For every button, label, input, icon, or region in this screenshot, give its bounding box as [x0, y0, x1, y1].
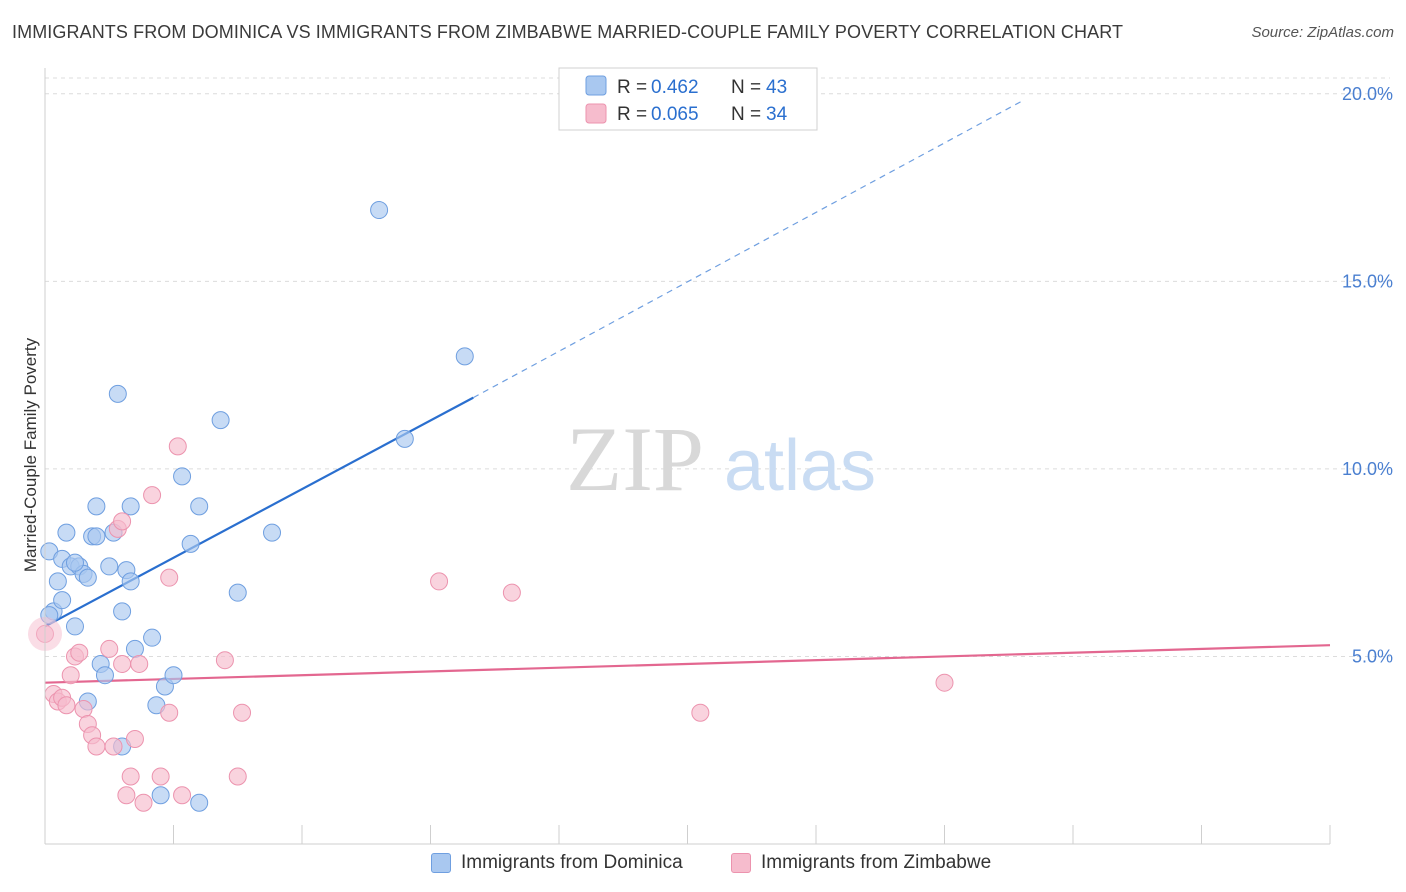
watermark: ZIP atlas: [566, 408, 876, 510]
correlation-legend: R = 0.462 N = 43 R = 0.065 N = 34: [558, 67, 818, 131]
point-dominica-37: [263, 523, 282, 542]
bottom-legend-label-zimbabwe: Immigrants from Zimbabwe: [761, 852, 992, 873]
watermark-atlas: atlas: [724, 426, 876, 506]
point-dominica-33: [190, 497, 209, 516]
y-tick-label-2: 15.0%: [1342, 271, 1393, 291]
point-zimbabwe-30: [233, 703, 252, 722]
axis-layer: 5.0%10.0%15.0%20.0%0.0%15.0%: [44, 68, 1393, 845]
scatter-chart: ZIP atlas 5.0%10.0%15.0%20.0%0.0%15.0% M…: [21, 67, 1393, 845]
point-zimbabwe-32: [502, 583, 521, 602]
legend-n-label-0: N =: [731, 77, 761, 98]
point-zimbabwe-24: [160, 703, 179, 722]
point-zimbabwe-15: [113, 512, 132, 531]
bottom-legend-swatch-dominica: [431, 853, 451, 873]
bottom-legend-dominica: Immigrants from Dominica: [431, 852, 683, 874]
legend-swatch-zimbabwe: [585, 103, 607, 124]
bottom-legend-swatch-zimbabwe: [731, 853, 751, 873]
points-layer: [28, 201, 954, 812]
bottom-legend-label-dominica: Immigrants from Dominica: [461, 852, 683, 873]
point-zimbabwe-34: [935, 673, 954, 692]
point-dominica-38: [370, 201, 389, 220]
point-zimbabwe-22: [143, 486, 162, 505]
point-zimbabwe-12: [100, 639, 119, 658]
trend-line-zimbabwe: [44, 644, 1331, 684]
point-dominica-19: [108, 384, 127, 403]
point-dominica-42: [65, 553, 84, 572]
point-zimbabwe-23: [151, 767, 170, 786]
point-dominica-34: [190, 793, 209, 812]
point-zimbabwe-20: [130, 654, 149, 673]
point-zimbabwe-4: [57, 696, 76, 715]
legend-r-label-0: R =: [617, 77, 647, 98]
point-zimbabwe-21: [134, 793, 153, 812]
point-zimbabwe-16: [113, 654, 132, 673]
legend-n-label-1: N =: [731, 104, 761, 125]
point-dominica-40: [455, 347, 474, 366]
point-dominica-7: [65, 617, 84, 636]
point-dominica-20: [113, 602, 132, 621]
trend-line-dominica-extension: [473, 100, 1022, 399]
point-dominica-26: [143, 628, 162, 647]
legend-swatch-dominica: [585, 75, 607, 96]
point-dominica-39: [395, 429, 414, 448]
point-zimbabwe-31: [430, 572, 449, 591]
y-tick-label-1: 10.0%: [1342, 459, 1393, 479]
legend-r-label-1: R =: [617, 104, 647, 125]
point-dominica-17: [100, 557, 119, 576]
legend-n-value-0: 43: [766, 77, 787, 98]
point-zimbabwe-18: [121, 767, 140, 786]
legend-r-value-0: 0.462: [651, 77, 699, 98]
point-dominica-23: [121, 497, 140, 516]
point-zimbabwe-26: [168, 437, 187, 456]
point-zimbabwe-33: [691, 703, 710, 722]
point-zimbabwe-25: [160, 568, 179, 587]
point-dominica-30: [164, 666, 183, 685]
point-zimbabwe-11: [87, 737, 106, 756]
y-tick-label-0: 5.0%: [1352, 646, 1393, 666]
watermark-zip: ZIP: [566, 408, 704, 510]
y-tick-label-3: 20.0%: [1342, 84, 1393, 104]
point-dominica-32: [181, 534, 200, 553]
point-dominica-36: [228, 583, 247, 602]
legend-r-value-1: 0.065: [651, 104, 699, 125]
point-zimbabwe-5: [61, 666, 80, 685]
chart-title: IMMIGRANTS FROM DOMINICA VS IMMIGRANTS F…: [12, 22, 1124, 42]
point-dominica-14: [87, 527, 106, 546]
source-label: Source: ZipAtlas.com: [1251, 24, 1394, 41]
point-dominica-2: [48, 572, 67, 591]
point-zimbabwe-13: [104, 737, 123, 756]
point-dominica-13: [87, 497, 106, 516]
point-zimbabwe-29: [228, 767, 247, 786]
legend-n-value-1: 34: [766, 104, 788, 125]
point-zimbabwe-17: [117, 786, 136, 805]
point-zimbabwe-7: [70, 643, 89, 662]
point-zimbabwe-28: [215, 651, 234, 670]
point-dominica-4: [53, 591, 72, 610]
point-dominica-5: [57, 523, 76, 542]
point-dominica-25: [125, 639, 144, 658]
bottom-legend-zimbabwe: Immigrants from Zimbabwe: [731, 852, 991, 874]
point-dominica-24: [121, 572, 140, 591]
point-zimbabwe-8: [74, 699, 93, 718]
point-zimbabwe-27: [173, 786, 192, 805]
y-axis-label: Married-Couple Family Poverty: [21, 337, 40, 572]
grid-layer: [45, 77, 1390, 657]
point-dominica-28: [151, 786, 170, 805]
point-zimbabwe-19: [125, 729, 144, 748]
point-dominica-10: [78, 568, 97, 587]
point-dominica-16: [95, 666, 114, 685]
point-dominica-35: [211, 411, 230, 430]
point-dominica-31: [173, 467, 192, 486]
